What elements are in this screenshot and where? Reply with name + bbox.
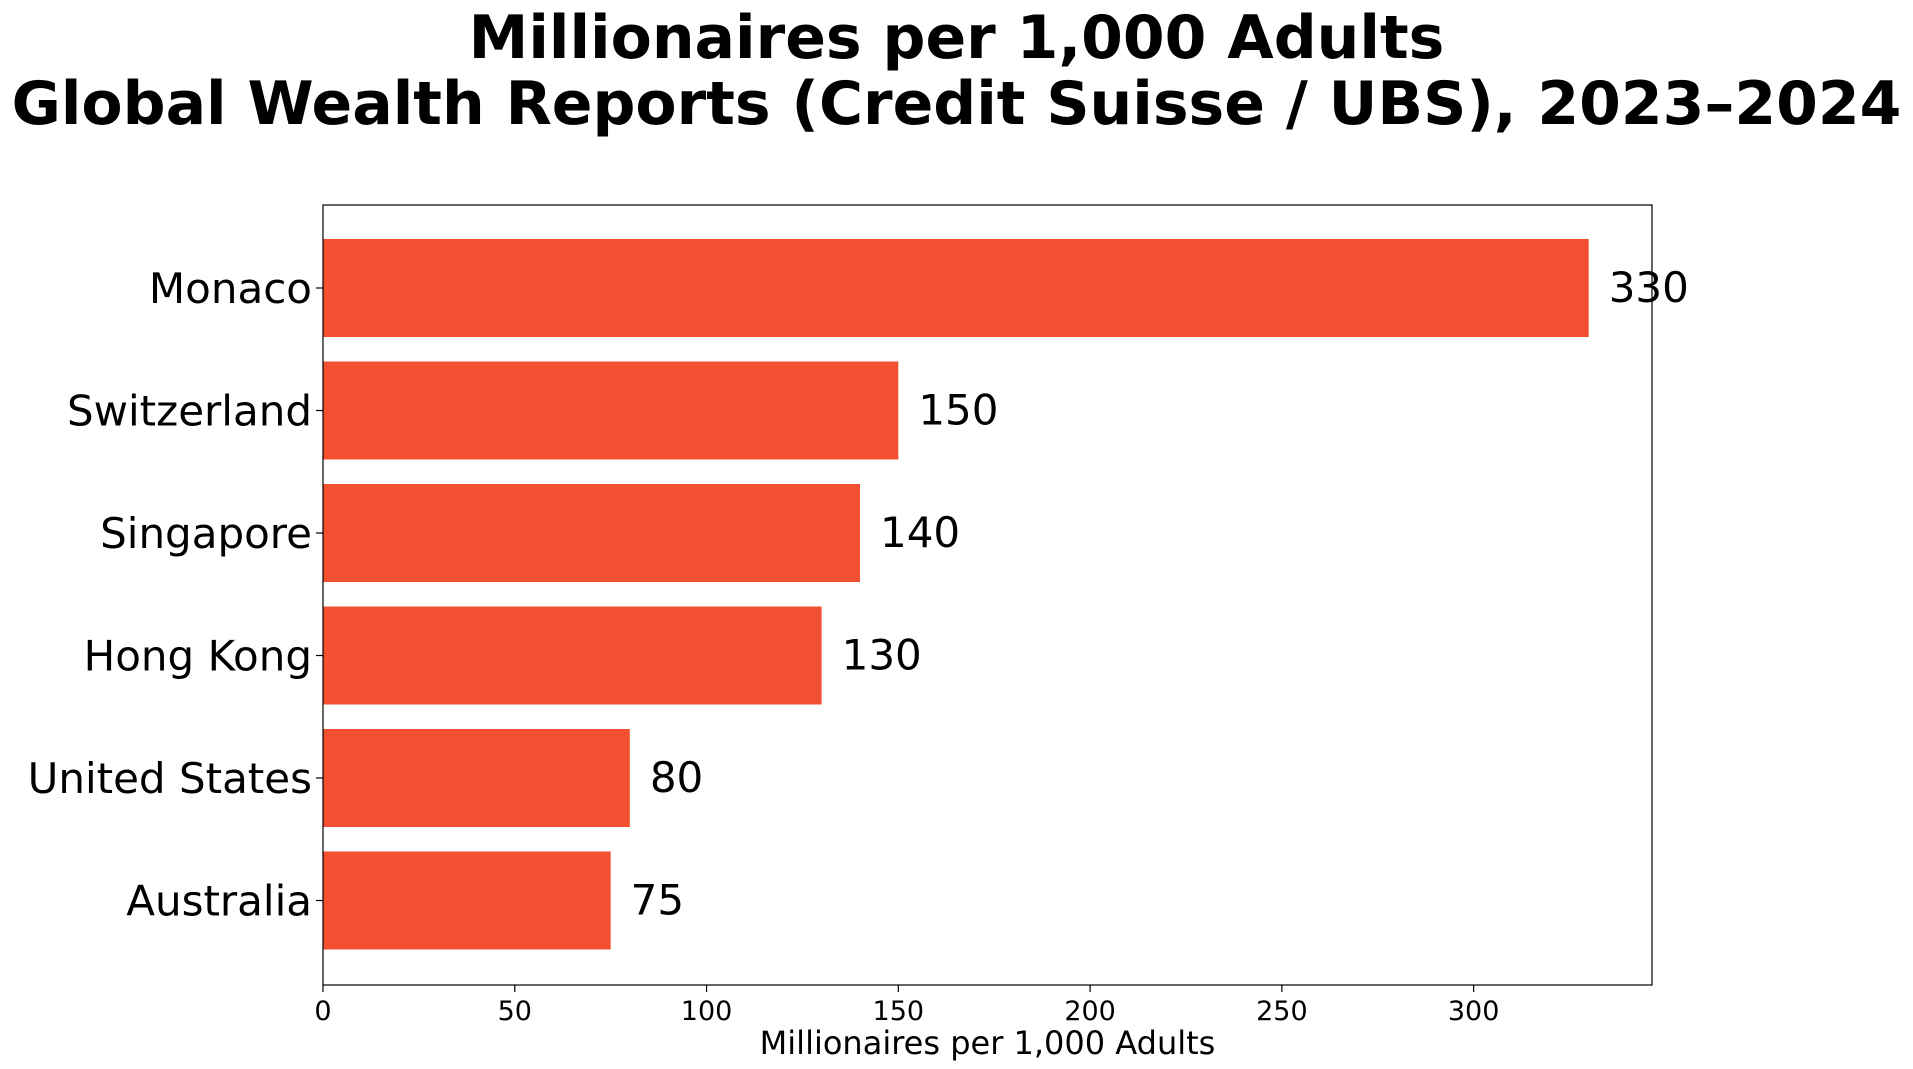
bar-hong-kong (323, 606, 822, 705)
y-tick-label: Monaco (149, 264, 312, 313)
bar-united-states (323, 729, 630, 827)
y-tick-label: United States (28, 754, 312, 803)
x-axis-title: Millionaires per 1,000 Adults (760, 1024, 1216, 1062)
y-tick-label: Switzerland (67, 387, 312, 436)
x-tick-label: 100 (681, 996, 733, 1027)
data-label: 330 (1609, 263, 1689, 312)
bars-layer (323, 239, 1589, 950)
y-tick-label: Australia (126, 877, 312, 926)
data-label: 130 (842, 631, 922, 680)
plot-frame (322, 204, 1653, 986)
bar-switzerland (323, 361, 899, 460)
chart-subtitle: Global Wealth Reports (Credit Suisse / U… (11, 69, 1902, 139)
bar-singapore (323, 484, 860, 582)
bar-monaco (323, 239, 1589, 337)
bar-australia (323, 851, 611, 950)
chart-title: Millionaires per 1,000 Adults (468, 3, 1445, 73)
x-tick-label: 50 (498, 996, 532, 1027)
x-axis: 0 50 100 150 200 250 300 (314, 985, 1499, 1027)
data-label: 150 (918, 386, 998, 435)
x-tick-label: 200 (1064, 996, 1116, 1027)
data-labels-layer: 330 150 140 130 80 75 (631, 263, 1689, 925)
x-tick-label: 250 (1256, 996, 1308, 1027)
x-tick-label: 0 (314, 996, 331, 1027)
data-label: 140 (880, 508, 960, 557)
y-axis: Monaco Switzerland Singapore Hong Kong Unite… (28, 264, 323, 926)
x-tick-label: 150 (873, 996, 925, 1027)
x-tick-label: 300 (1448, 996, 1500, 1027)
data-label: 80 (650, 753, 703, 802)
data-label: 75 (631, 876, 684, 925)
y-tick-label: Hong Kong (84, 632, 312, 681)
y-tick-label: Singapore (100, 509, 312, 558)
